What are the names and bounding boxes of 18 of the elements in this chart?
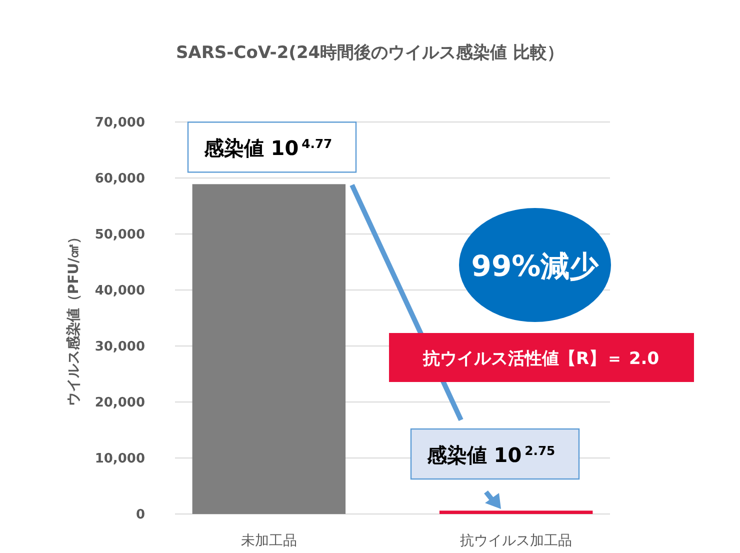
- y-axis-title: ウイルス感染値（PFU/㎠）: [65, 230, 82, 406]
- y-tick-label: 40,000: [94, 284, 145, 299]
- annotation: 99%減少: [471, 249, 600, 283]
- y-tick-label: 50,000: [94, 228, 145, 243]
- oval-callout: 99%減少: [459, 208, 611, 322]
- y-tick-label: 20,000: [94, 396, 145, 411]
- data-label: 感染値 10$^{2.75}$: [426, 442, 556, 467]
- x-tick-label: 未加工品: [240, 533, 297, 549]
- chart-title: SARS-CoV-2(24時間後のウイルス感染値 比較）: [176, 43, 564, 63]
- y-tick-label: 70,000: [94, 116, 145, 131]
- y-tick-label: 0: [136, 508, 145, 523]
- data-label: 感染値 10$^{4.77}$: [202, 136, 332, 160]
- banner: 抗ウイルス活性値【R】＝ 2.0: [389, 333, 694, 382]
- annotation: 抗ウイルス活性値【R】＝ 2.0: [422, 349, 660, 369]
- y-tick-label: 60,000: [94, 172, 145, 187]
- y-tick-label: 30,000: [94, 340, 145, 355]
- y-tick-label: 10,000: [94, 452, 145, 467]
- x-tick-label: 抗ウイルス加工品: [460, 533, 572, 549]
